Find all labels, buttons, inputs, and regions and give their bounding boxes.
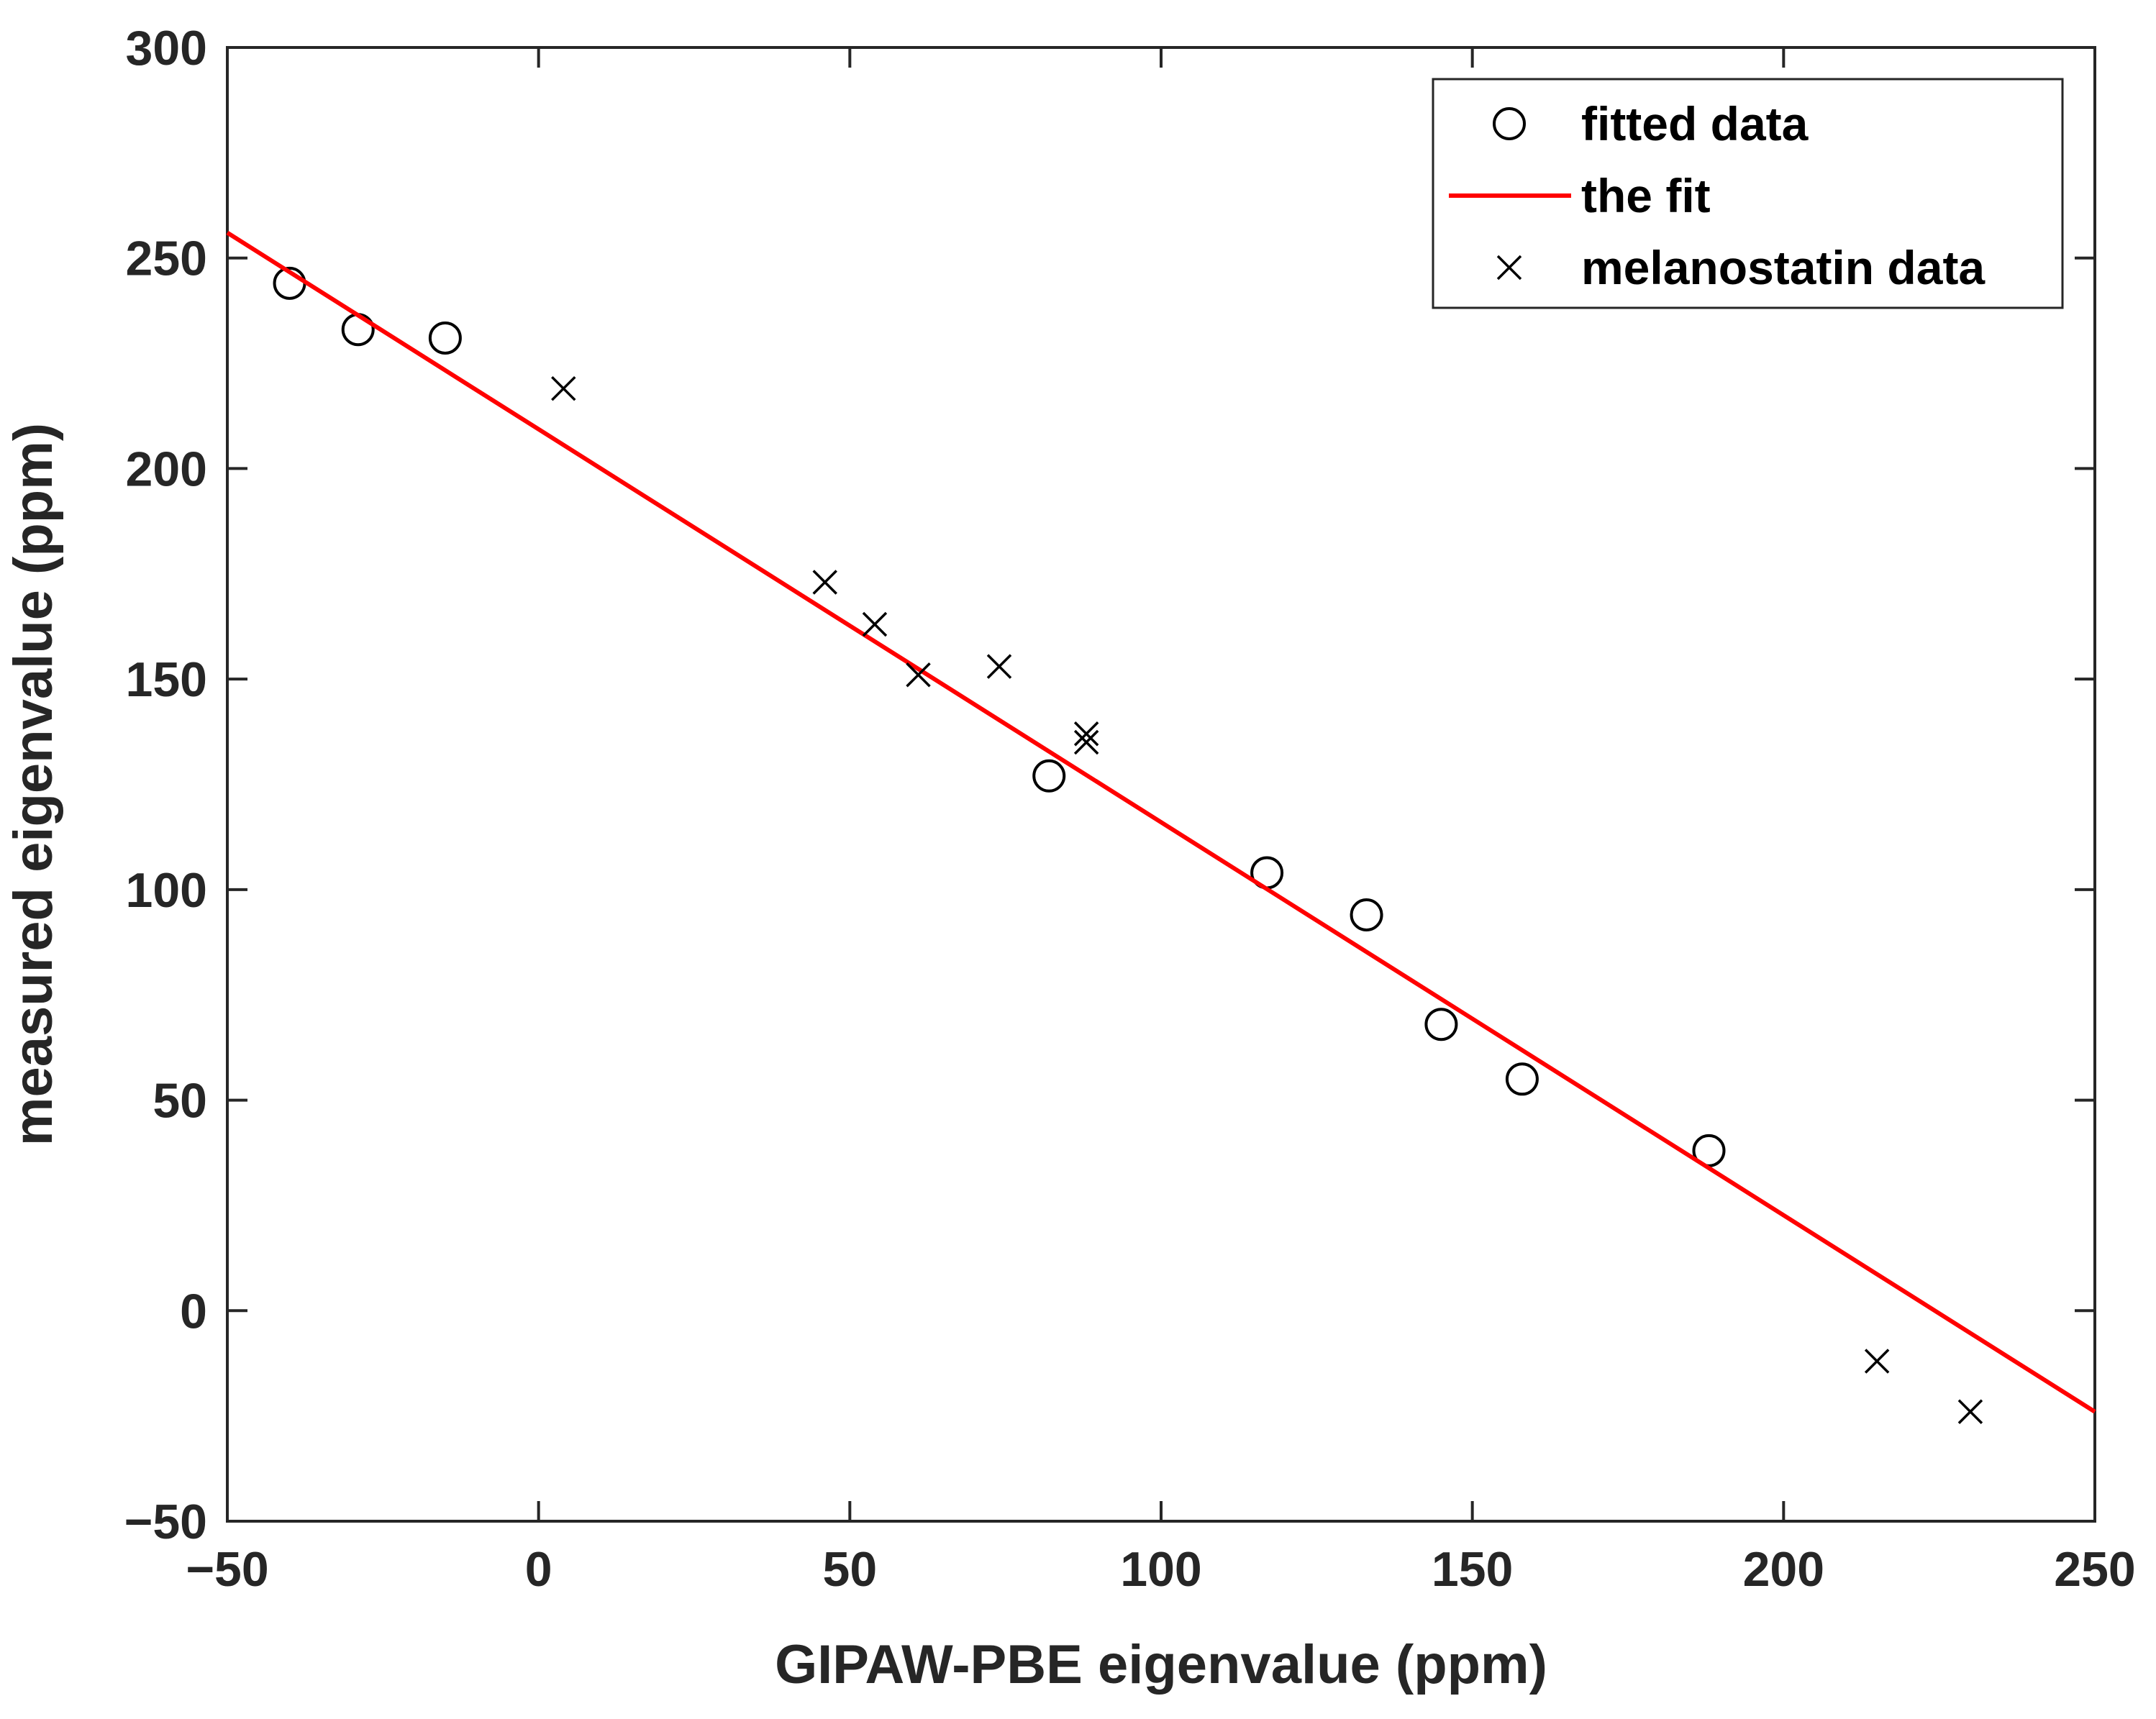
y-tick-label: 300 bbox=[126, 21, 207, 76]
y-axis-ticks: −50 0 50 100 150 200 250 300 bbox=[124, 21, 2095, 1549]
melanostatin-data-point bbox=[551, 375, 576, 401]
legend-marker-swatch bbox=[1493, 107, 1526, 140]
melanostatin-data-point bbox=[1073, 721, 1099, 747]
fitted-data-point bbox=[428, 321, 462, 355]
fitted-data-point bbox=[1032, 759, 1066, 793]
y-tick-label: 200 bbox=[126, 442, 207, 496]
legend-entry-label: fitted data bbox=[1581, 97, 1809, 150]
melanostatin-data-point bbox=[906, 662, 931, 688]
melanostatin-data-point bbox=[1864, 1349, 1890, 1374]
x-tick-label: 50 bbox=[823, 1542, 878, 1597]
melanostatin-data-point bbox=[1073, 729, 1099, 755]
x-tick-label: −50 bbox=[186, 1542, 268, 1597]
series-the-fit bbox=[226, 231, 2096, 1414]
fitted-data-point bbox=[1424, 1008, 1458, 1041]
series-melanostatin-data bbox=[551, 375, 1983, 1425]
y-tick-label: 250 bbox=[126, 232, 207, 286]
melanostatin-data-point bbox=[986, 654, 1012, 679]
melanostatin-data-point bbox=[862, 611, 888, 637]
y-tick-label: −50 bbox=[124, 1495, 207, 1549]
x-tick-label: 200 bbox=[1743, 1542, 1824, 1597]
legend-entry-label: melanostatin data bbox=[1581, 241, 1986, 294]
melanostatin-data-point bbox=[1957, 1399, 1983, 1425]
data-series-layer bbox=[226, 231, 2096, 1425]
x-tick-label: 0 bbox=[525, 1542, 552, 1597]
x-axis-label: GIPAW-PBE eigenvalue (ppm) bbox=[775, 1634, 1547, 1695]
y-tick-label: 0 bbox=[180, 1284, 207, 1339]
x-tick-label: 100 bbox=[1120, 1542, 1201, 1597]
legend-entry-label: the fit bbox=[1581, 169, 1711, 222]
fit-line bbox=[226, 231, 2096, 1414]
legend: fitted data the fit melanostatin data bbox=[1432, 78, 2064, 309]
x-tick-label: 150 bbox=[1432, 1542, 1513, 1597]
y-tick-label: 100 bbox=[126, 863, 207, 918]
y-tick-label: 150 bbox=[126, 652, 207, 707]
fitted-data-point bbox=[1350, 898, 1383, 931]
x-axis-ticks: −50 0 50 100 150 200 250 bbox=[186, 47, 2136, 1597]
x-tick-label: 250 bbox=[2054, 1542, 2135, 1597]
melanostatin-data-point bbox=[812, 570, 837, 595]
legend-marker-swatch bbox=[1496, 255, 1522, 281]
y-axis-label: measured eigenvalue (ppm) bbox=[3, 423, 64, 1146]
fitted-data-point bbox=[1505, 1062, 1539, 1096]
y-tick-label: 50 bbox=[153, 1074, 207, 1128]
